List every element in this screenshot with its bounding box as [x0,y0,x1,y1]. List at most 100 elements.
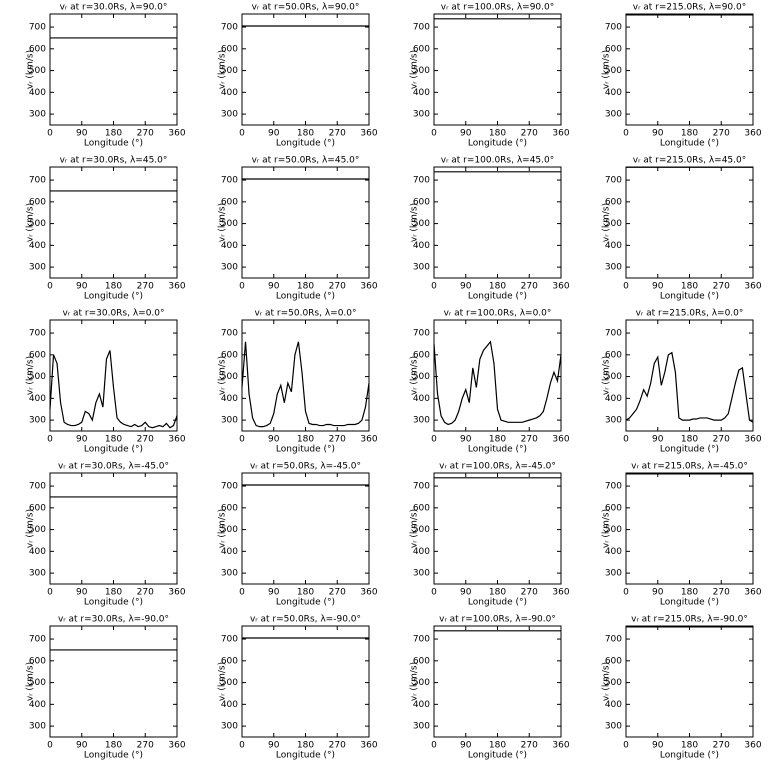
x-tick-label: 270 [713,588,730,598]
chart-title: vᵣ at r=100.0Rs, λ=-45.0° [439,462,556,472]
x-tick-label: 360 [552,129,569,139]
x-tick-label: 90 [652,588,664,598]
x-tick-label: 0 [47,282,53,292]
x-tick-label: 0 [431,435,437,445]
y-tick-label: 600 [605,656,622,666]
x-tick-label: 270 [137,282,154,292]
y-tick-label: 300 [221,722,238,732]
y-tick-label: 400 [29,394,46,404]
plot-frame [625,625,754,738]
chart-title: vᵣ at r=30.0Rs, λ=0.0° [62,309,164,319]
y-tick-label: 600 [221,197,238,207]
y-tick-label: 300 [605,416,622,426]
y-tick-label: 300 [29,722,46,732]
x-tick-label: 0 [239,129,245,139]
chart-title: vᵣ at r=100.0Rs, λ=90.0° [441,3,555,13]
y-tick-label: 300 [413,416,430,426]
y-tick-label: 500 [221,678,238,688]
y-axis-label: vᵣ (km/s) [218,356,228,395]
x-tick-label: 360 [360,282,377,292]
y-tick-label: 400 [221,241,238,251]
y-tick-label: 700 [605,482,622,492]
panel: vᵣ at r=215.0Rs, λ=90.0° Longitude (°) vᵣ … [602,3,762,149]
x-axis-label: Longitude (°) [468,292,527,302]
y-tick-label: 600 [221,44,238,54]
chart-title: vᵣ at r=100.0Rs, λ=0.0° [444,309,552,319]
plot-frame [241,166,370,279]
x-tick-label: 270 [329,741,346,751]
y-tick-label: 500 [413,219,430,229]
y-tick-label: 700 [221,635,238,645]
x-tick-label: 270 [521,588,538,598]
x-tick-label: 180 [297,588,314,598]
y-tick-label: 700 [221,329,238,339]
y-tick-label: 400 [29,88,46,98]
x-tick-label: 270 [521,282,538,292]
y-tick-label: 300 [29,569,46,579]
panel: vᵣ at r=30.0Rs, λ=-90.0° Longitude (°) vᵣ … [26,615,186,761]
y-tick-label: 600 [221,503,238,513]
chart-title: vᵣ at r=30.0Rs, λ=-45.0° [58,462,169,472]
y-tick-label: 300 [221,110,238,120]
plot-frame [433,625,562,738]
x-tick-label: 180 [681,435,698,445]
x-tick-label: 360 [744,282,761,292]
y-tick-label: 500 [29,372,46,382]
y-tick-label: 500 [605,219,622,229]
panel: vᵣ at r=50.0Rs, λ=-90.0° Longitude (°) vᵣ … [218,615,378,761]
x-tick-label: 360 [552,741,569,751]
y-tick-label: 700 [605,329,622,339]
chart-title: vᵣ at r=215.0Rs, λ=45.0° [633,156,747,166]
x-tick-label: 0 [431,282,437,292]
y-axis-label: vᵣ (km/s) [602,509,612,548]
y-tick-label: 400 [605,547,622,557]
y-tick-label: 400 [605,394,622,404]
y-tick-label: 300 [413,263,430,273]
y-tick-label: 500 [221,372,238,382]
y-tick-label: 400 [29,700,46,710]
y-tick-label: 500 [605,66,622,76]
x-tick-label: 90 [268,129,280,139]
x-tick-label: 270 [521,741,538,751]
y-tick-label: 600 [221,350,238,360]
x-tick-label: 270 [329,282,346,292]
x-axis-label: Longitude (°) [276,751,335,761]
plot-frame [49,319,178,432]
x-tick-label: 270 [713,435,730,445]
x-tick-label: 90 [268,588,280,598]
y-tick-label: 700 [221,482,238,492]
x-tick-label: 90 [460,741,472,751]
plot-frame [433,13,562,126]
y-tick-label: 700 [413,176,430,186]
x-tick-label: 0 [623,741,629,751]
x-tick-label: 0 [431,129,437,139]
y-tick-label: 500 [221,525,238,535]
y-axis-label: vᵣ (km/s) [410,356,420,395]
x-tick-label: 0 [47,129,53,139]
y-tick-label: 300 [29,263,46,273]
plot-frame [49,625,178,738]
y-tick-label: 400 [221,394,238,404]
chart-title: vᵣ at r=215.0Rs, λ=-45.0° [631,462,748,472]
x-tick-label: 270 [713,129,730,139]
y-tick-label: 400 [413,700,430,710]
x-tick-label: 270 [137,129,154,139]
x-tick-label: 270 [713,282,730,292]
plot-frame [433,472,562,585]
y-axis-label: vᵣ (km/s) [410,662,420,701]
x-tick-label: 0 [239,435,245,445]
x-axis-label: Longitude (°) [468,751,527,761]
plot-frame [49,472,178,585]
x-tick-label: 90 [268,282,280,292]
x-tick-label: 180 [297,741,314,751]
y-axis-label: vᵣ (km/s) [218,203,228,242]
y-tick-label: 700 [605,176,622,186]
x-tick-label: 180 [681,741,698,751]
x-tick-label: 360 [552,588,569,598]
x-tick-label: 180 [105,741,122,751]
x-tick-label: 0 [431,588,437,598]
plot-frame [433,319,562,432]
x-tick-label: 360 [744,129,761,139]
y-tick-label: 400 [29,547,46,557]
